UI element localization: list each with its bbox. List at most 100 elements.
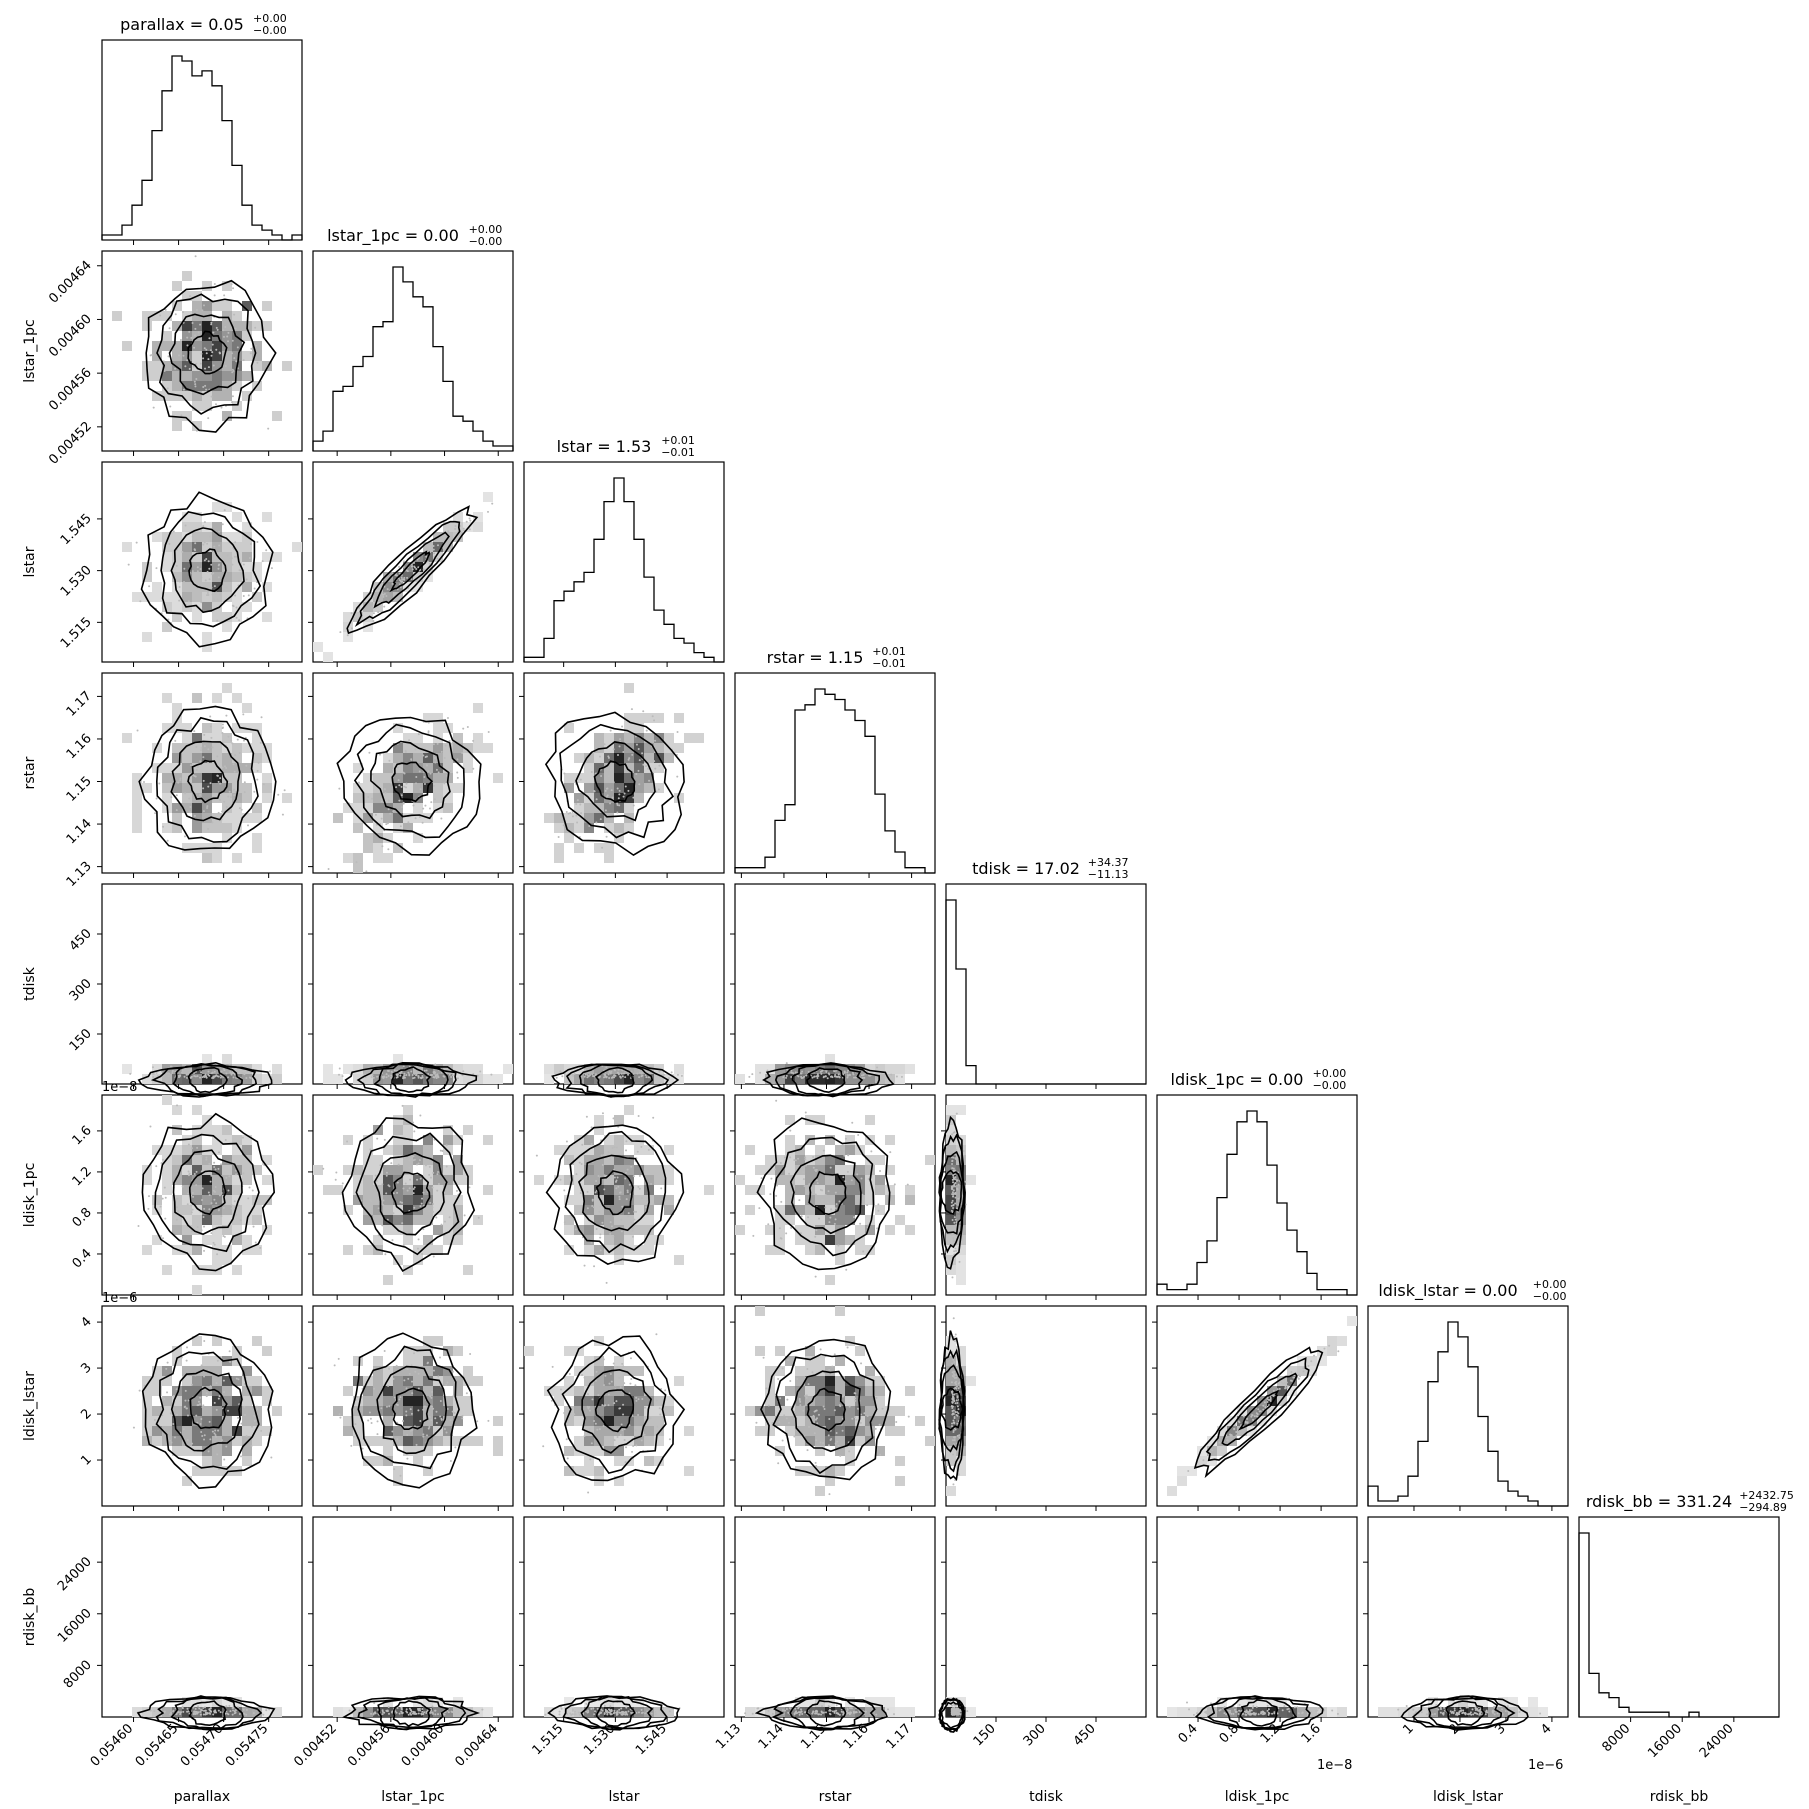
- density-cell: [644, 1386, 654, 1396]
- density-cell: [202, 301, 212, 311]
- sample-point: [624, 785, 627, 788]
- sample-point: [588, 1427, 591, 1430]
- sample-point: [205, 1156, 208, 1159]
- sample-point: [234, 594, 237, 597]
- sample-point: [372, 1076, 375, 1079]
- density-cell: [664, 1205, 674, 1215]
- density-cell: [353, 1165, 363, 1175]
- density-cell: [393, 1426, 403, 1436]
- density-cell: [473, 733, 483, 743]
- sample-point: [221, 766, 224, 769]
- sample-point: [450, 1710, 453, 1713]
- density-cell: [594, 1386, 604, 1396]
- sample-point: [245, 764, 248, 767]
- density-cell: [232, 321, 242, 331]
- density-cell: [212, 743, 222, 753]
- sample-point: [207, 594, 210, 597]
- sample-point: [434, 1713, 437, 1716]
- sample-point: [676, 775, 679, 778]
- sample-point: [430, 801, 433, 804]
- y-tick-label: 0.00452: [46, 419, 95, 468]
- sample-point: [225, 1705, 228, 1708]
- sample-point: [590, 770, 593, 773]
- density-cell: [845, 1376, 855, 1386]
- density-cell: [242, 1135, 252, 1145]
- density-cell: [152, 1366, 162, 1376]
- density-cell: [162, 1095, 172, 1105]
- sample-point: [399, 1072, 402, 1075]
- density-cell: [805, 1064, 815, 1074]
- density-cell: [172, 773, 182, 783]
- density-cell: [393, 1145, 403, 1155]
- sample-point: [824, 1075, 827, 1078]
- sample-point: [420, 1713, 423, 1716]
- sample-point: [609, 1221, 612, 1224]
- density-cell: [393, 592, 403, 602]
- sample-point: [837, 1444, 840, 1447]
- density-cell: [363, 1245, 373, 1255]
- sample-point: [615, 1179, 618, 1182]
- panel-frame: [101, 250, 303, 452]
- sample-point: [210, 1232, 213, 1235]
- y-tick-label: 1.13: [64, 859, 95, 890]
- density-cell: [232, 723, 242, 733]
- density-cell: [403, 1265, 413, 1275]
- sample-point: [614, 1069, 617, 1072]
- density-cell: [373, 1707, 383, 1717]
- sample-point: [953, 1436, 956, 1439]
- density-cell: [142, 1707, 152, 1717]
- sample-point: [222, 335, 225, 338]
- density-cell: [413, 1446, 423, 1456]
- density-cell: [403, 1165, 413, 1175]
- sample-point: [613, 1146, 616, 1149]
- density-cell: [805, 1406, 815, 1416]
- sample-point: [636, 1150, 639, 1153]
- sample-point: [1263, 1401, 1266, 1404]
- sample-point: [650, 1182, 653, 1185]
- density-cell: [192, 1466, 202, 1476]
- density-cell: [805, 1346, 815, 1356]
- density-cell: [202, 1416, 212, 1426]
- density-cell: [212, 1235, 222, 1245]
- sample-point: [862, 1250, 865, 1253]
- sample-point: [1282, 1382, 1285, 1385]
- density-cell: [634, 713, 644, 723]
- sample-point: [228, 1350, 231, 1353]
- sample-point: [162, 825, 165, 828]
- density-cell: [614, 1205, 624, 1215]
- sample-point: [614, 1074, 617, 1077]
- density-cell: [242, 331, 252, 341]
- density-cell: [423, 1346, 433, 1356]
- sample-point: [431, 1206, 434, 1209]
- density-cell: [212, 823, 222, 833]
- density-cell: [634, 763, 644, 773]
- sample-point: [951, 1159, 954, 1162]
- density-cell: [805, 1245, 815, 1255]
- density-cell: [363, 622, 373, 632]
- sample-point: [783, 1156, 786, 1159]
- sample-point: [952, 1189, 955, 1192]
- sample-point: [951, 1276, 954, 1279]
- density-cell: [453, 1135, 463, 1145]
- density-cell: [765, 1064, 775, 1074]
- density-cell: [443, 1175, 453, 1185]
- density-cell: [644, 733, 654, 743]
- density-cell: [393, 1155, 403, 1165]
- sample-point: [207, 358, 210, 361]
- density-cell: [232, 1215, 242, 1225]
- density-cell: [765, 1074, 775, 1084]
- sample-point: [256, 541, 259, 544]
- sample-point: [223, 765, 226, 768]
- sample-point: [594, 1379, 597, 1382]
- sample-point: [604, 1374, 607, 1377]
- sample-point: [166, 387, 169, 390]
- density-cell: [202, 1235, 212, 1245]
- density-cell: [132, 813, 142, 823]
- density-cell: [443, 1416, 453, 1426]
- sample-point: [235, 616, 238, 619]
- density-cell: [383, 813, 393, 823]
- sample-point: [423, 775, 426, 778]
- sample-point: [952, 1483, 955, 1486]
- sample-point: [429, 1711, 432, 1714]
- sample-point: [465, 520, 468, 523]
